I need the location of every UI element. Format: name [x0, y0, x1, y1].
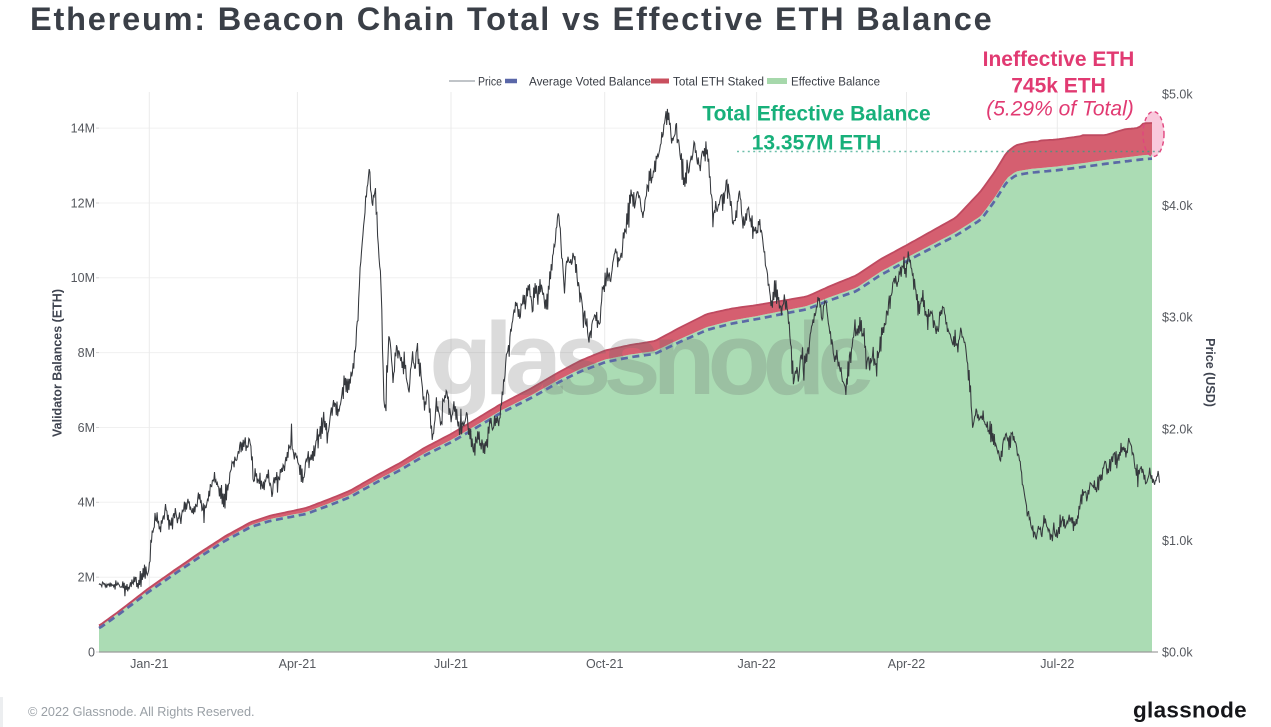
svg-text:© 2022 Glassnode. All Rights R: © 2022 Glassnode. All Rights Reserved.	[28, 705, 255, 719]
svg-text:2M: 2M	[78, 571, 95, 585]
svg-text:Total Effective Balance: Total Effective Balance	[702, 103, 930, 126]
svg-text:Total ETH Staked: Total ETH Staked	[673, 75, 764, 89]
svg-text:Apr-21: Apr-21	[279, 657, 317, 671]
svg-text:$2.0k: $2.0k	[1162, 422, 1193, 436]
svg-text:Jan-21: Jan-21	[130, 657, 168, 671]
svg-text:0: 0	[88, 645, 95, 659]
svg-text:$1.0k: $1.0k	[1162, 534, 1193, 548]
svg-text:Jan-22: Jan-22	[737, 657, 775, 671]
svg-text:Validator Balances (ETH): Validator Balances (ETH)	[51, 289, 65, 437]
svg-text:Apr-22: Apr-22	[888, 657, 926, 671]
svg-text:745k ETH: 745k ETH	[1011, 75, 1106, 98]
svg-text:Jul-22: Jul-22	[1040, 657, 1074, 671]
svg-text:13.357M ETH: 13.357M ETH	[752, 132, 882, 155]
svg-text:Oct-21: Oct-21	[586, 657, 624, 671]
svg-text:glassnode: glassnode	[1133, 698, 1247, 723]
svg-text:$4.0k: $4.0k	[1162, 199, 1193, 213]
svg-text:6M: 6M	[78, 421, 95, 435]
svg-text:14M: 14M	[71, 122, 95, 136]
svg-text:Price (USD): Price (USD)	[1203, 338, 1217, 407]
svg-text:Effective Balance: Effective Balance	[791, 75, 880, 89]
svg-text:10M: 10M	[71, 271, 95, 285]
svg-text:$0.0k: $0.0k	[1162, 645, 1193, 659]
svg-text:Jul-21: Jul-21	[434, 657, 468, 671]
svg-text:(5.29% of Total): (5.29% of Total)	[986, 98, 1133, 121]
svg-text:$3.0k: $3.0k	[1162, 311, 1193, 325]
svg-text:8M: 8M	[78, 346, 95, 360]
svg-text:Ineffective ETH: Ineffective ETH	[983, 48, 1135, 71]
svg-text:Price: Price	[478, 75, 502, 89]
svg-text:12M: 12M	[71, 196, 95, 210]
svg-text:4M: 4M	[78, 496, 95, 510]
svg-text:$5.0k: $5.0k	[1162, 88, 1193, 102]
svg-text:Average Voted Balance: Average Voted Balance	[529, 75, 651, 89]
svg-text:Ethereum: Beacon Chain Total v: Ethereum: Beacon Chain Total vs Effectiv…	[30, 1, 994, 37]
